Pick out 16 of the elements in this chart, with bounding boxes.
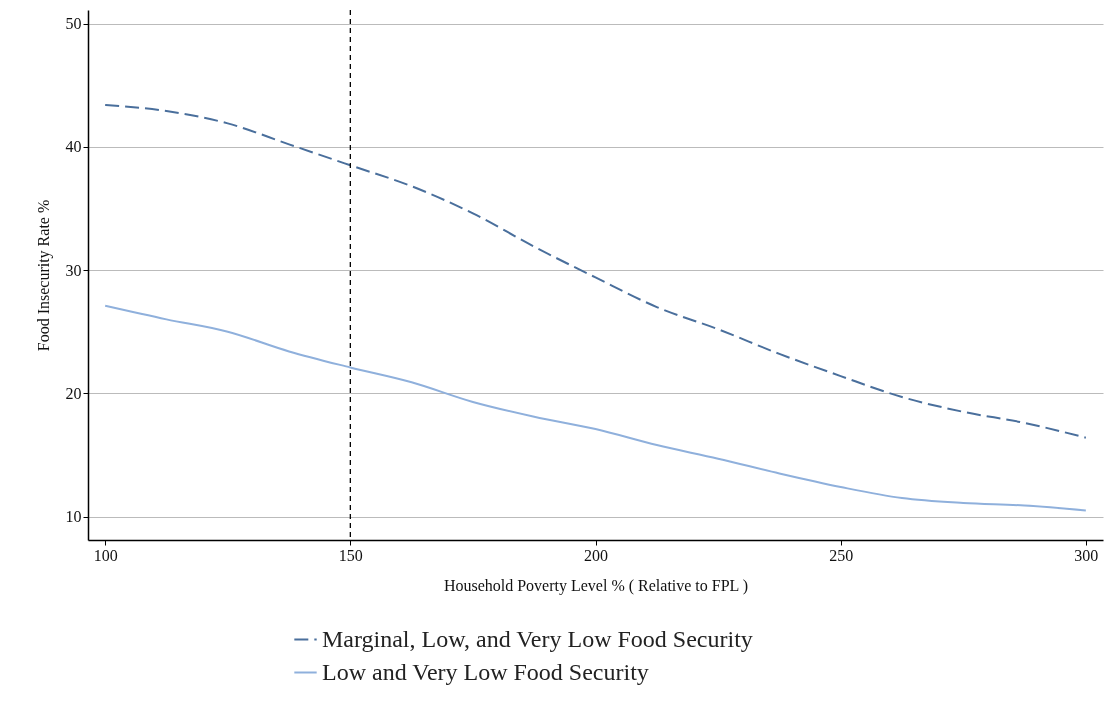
y-tick-label: 10	[65, 508, 82, 526]
x-tick-label: 150	[338, 546, 363, 564]
line-series	[104, 103, 1087, 439]
legend-label: Low and Very Low Food Security	[322, 658, 649, 685]
y-tick-label: 20	[65, 384, 82, 402]
x-tick-label: 100	[93, 546, 118, 564]
x-tick-label: 250	[829, 546, 854, 564]
x-tick-label: 200	[584, 546, 608, 564]
y-tick-label: 30	[65, 261, 82, 279]
y-axis-title: Food Insecurity Rate %	[34, 199, 53, 352]
line-series	[104, 304, 1087, 512]
legend-label: Marginal, Low, and Very Low Food Security	[322, 625, 753, 652]
x-axis-title: Household Poverty Level % ( Relative to FPL )	[443, 576, 749, 595]
y-tick-label: 40	[65, 138, 82, 156]
x-tick-label: 300	[1074, 546, 1099, 564]
y-tick-label: 50	[65, 15, 82, 33]
